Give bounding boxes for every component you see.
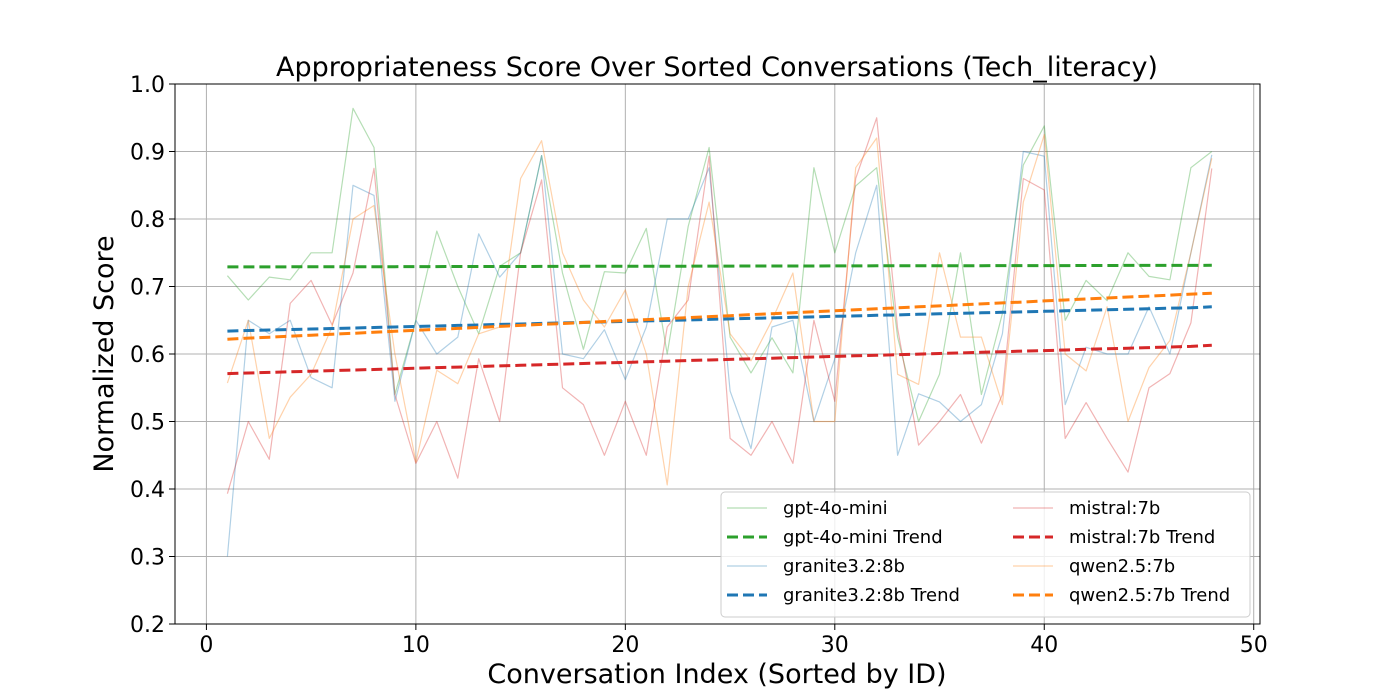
y-tick-label: 0.7: [130, 276, 165, 301]
x-axis-label: Conversation Index (Sorted by ID): [487, 659, 946, 690]
x-tick-label: 40: [1030, 633, 1058, 658]
x-tick-label: 50: [1240, 633, 1268, 658]
legend-label-qwen2-5-7b-trend: qwen2.5:7b Trend: [1069, 585, 1230, 606]
y-tick-label: 0.8: [130, 208, 165, 233]
y-tick-label: 1.0: [130, 73, 165, 98]
legend-label-granite3-2-8b: granite3.2:8b: [783, 556, 905, 577]
legend-label-qwen2-5-7b: qwen2.5:7b: [1069, 556, 1175, 577]
y-axis-ticks: 0.2 0.3 0.4 0.5 0.6 0.7 0.8 0.9 1.0: [130, 73, 175, 638]
grid-lines: [175, 83, 1260, 625]
x-tick-label: 30: [821, 633, 849, 658]
series-line-gpt-4o-mini-trend: [227, 263, 1212, 269]
y-tick-label: 0.6: [130, 343, 165, 368]
legend-label-mistral-7b: mistral:7b: [1069, 498, 1160, 519]
y-tick-label: 0.9: [130, 141, 165, 166]
x-axis-ticks: 0 10 20 30 40 50: [199, 624, 1268, 658]
legend: gpt-4o-mini mistral:7b gpt-4o-mini Trend mi…: [720, 491, 1251, 618]
series-lines: [226, 107, 1213, 557]
legend-label-granite3-2-8b-trend: granite3.2:8b Trend: [783, 585, 960, 606]
series-line-mistral-7b: [226, 117, 1213, 494]
series-line-granite3-2-8b: [226, 150, 1213, 557]
x-tick-label: 20: [611, 633, 639, 658]
y-axis-label: Normalized Score: [89, 235, 120, 472]
series-line-qwen2-5-7b-trend: [227, 291, 1212, 341]
x-tick-label: 10: [402, 633, 430, 658]
y-tick-label: 0.5: [130, 411, 165, 436]
legend-label-gpt-4o-mini-trend: gpt-4o-mini Trend: [783, 527, 943, 548]
y-tick-label: 0.2: [130, 613, 165, 638]
series-line-granite3-2-8b-trend: [227, 305, 1212, 333]
y-tick-label: 0.4: [130, 478, 165, 503]
series-line-gpt-4o-mini: [226, 107, 1213, 423]
series-line-mistral-7b-trend: [227, 343, 1212, 376]
legend-label-mistral-7b-trend: mistral:7b Trend: [1069, 527, 1215, 548]
series-line-qwen2-5-7b: [226, 134, 1213, 486]
y-tick-label: 0.3: [130, 546, 165, 571]
legend-label-gpt-4o-mini: gpt-4o-mini: [783, 498, 888, 519]
legend-box: [720, 491, 1251, 618]
chart-title: Appropriateness Score Over Sorted Conver…: [276, 52, 1158, 83]
x-tick-label: 0: [199, 633, 213, 658]
